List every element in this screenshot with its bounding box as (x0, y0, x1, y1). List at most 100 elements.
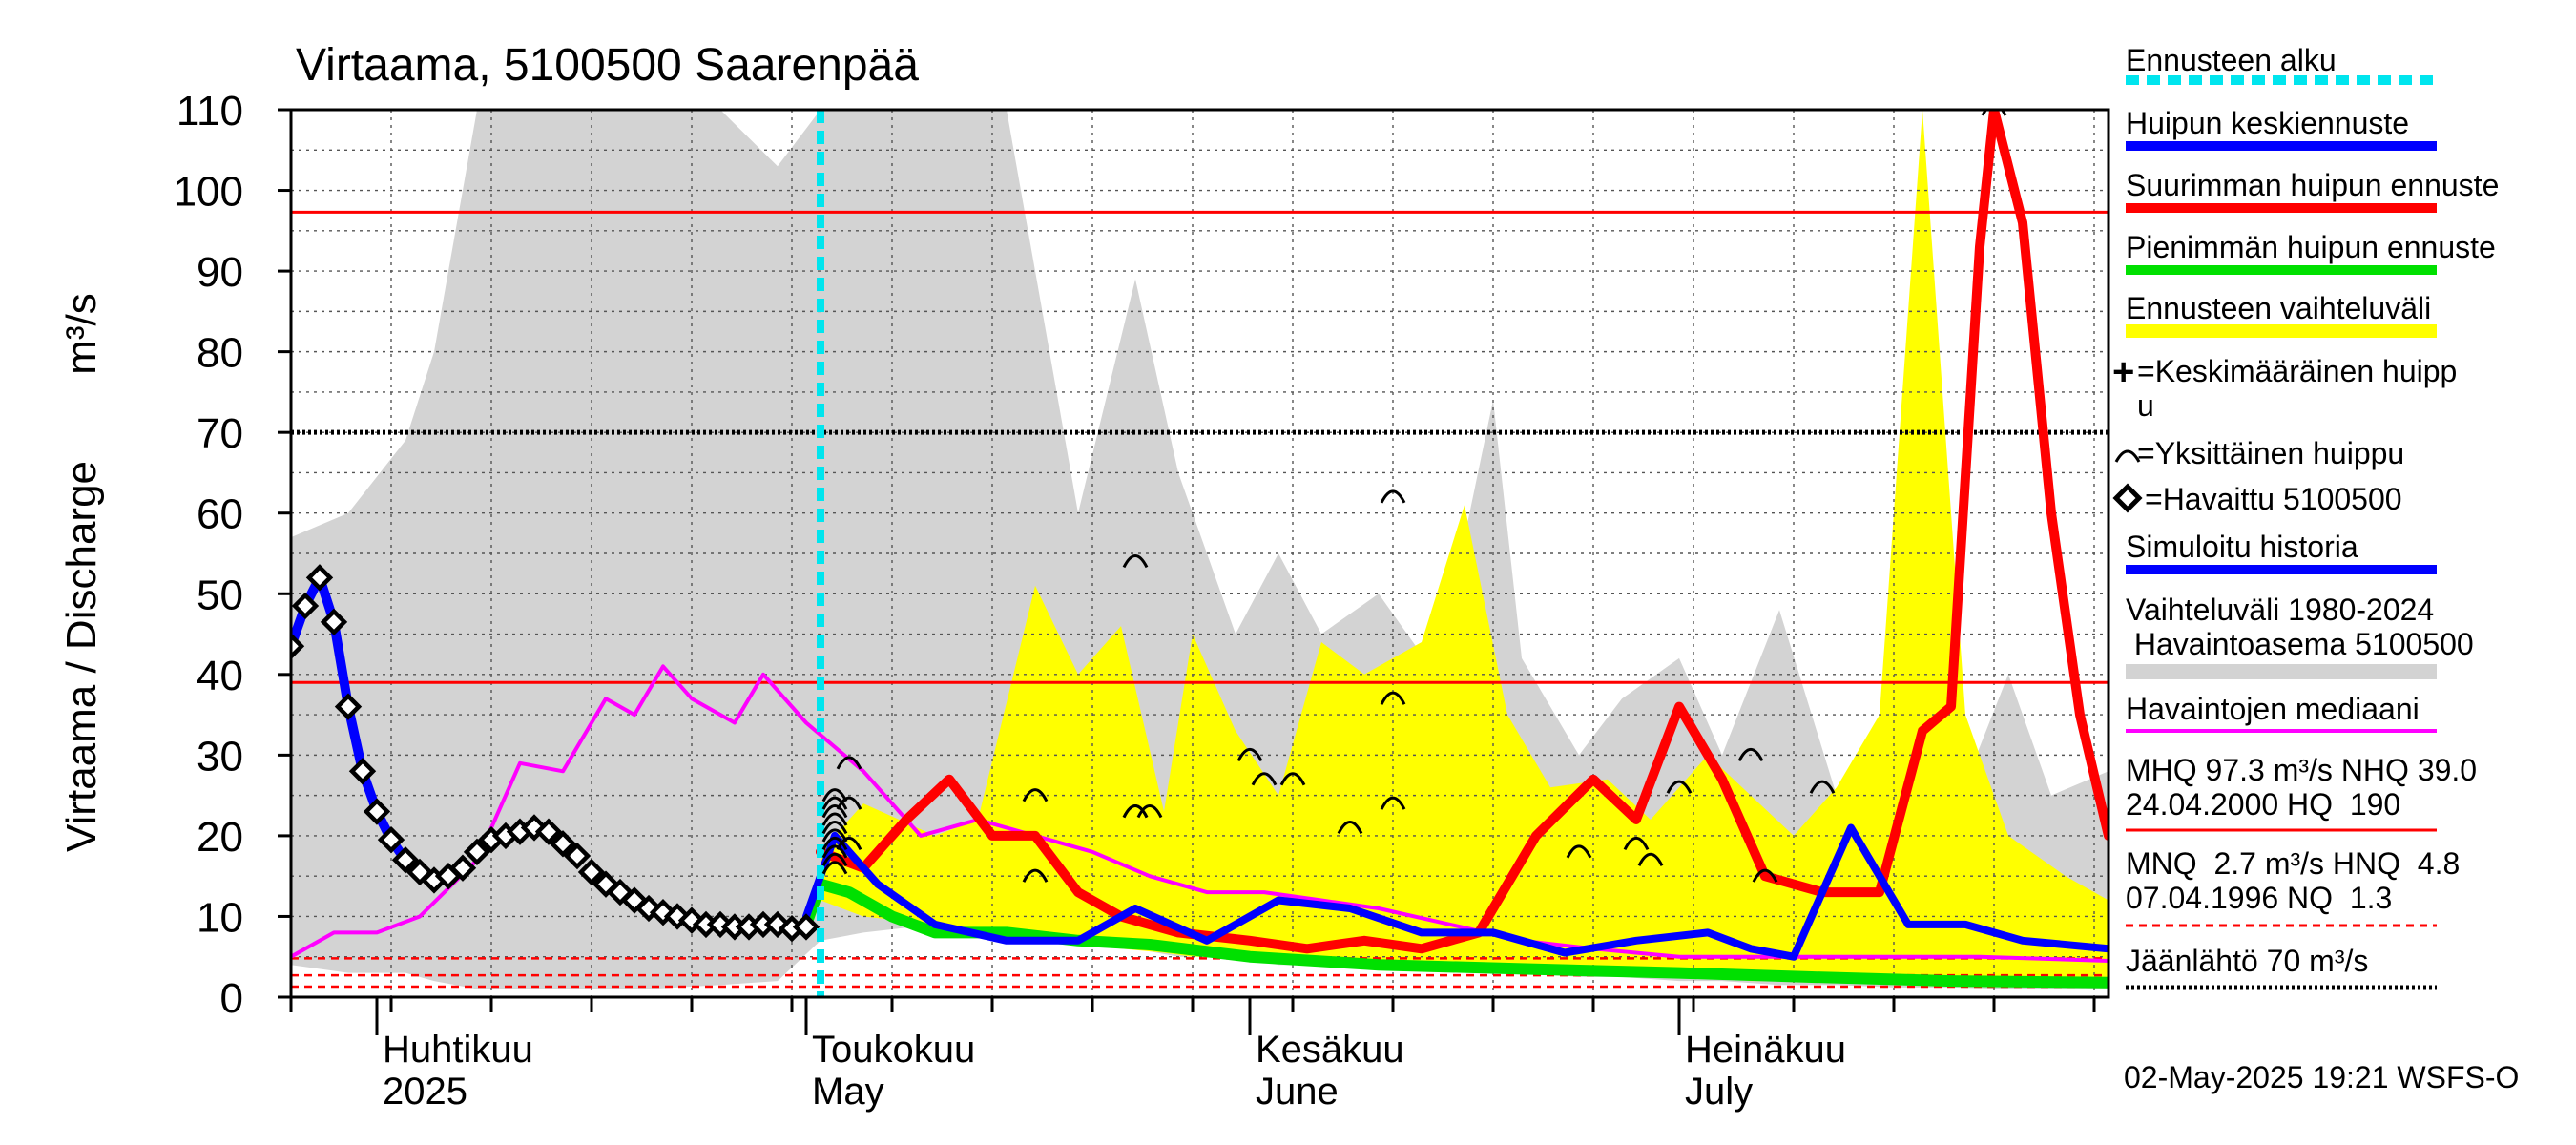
observed-point (606, 878, 634, 906)
y-tick-label: 80 (197, 330, 243, 377)
legend-max-peak: Suurimman huipun ennuste (2126, 168, 2499, 202)
legend-forecast-range-swatch (2126, 324, 2437, 338)
y-tick-label: 60 (197, 491, 243, 538)
individual-peak-marker (821, 836, 848, 851)
observed-point (577, 858, 606, 886)
individual-peak-marker (836, 836, 862, 851)
min-peak-forecast-line (800, 878, 2109, 989)
individual-peak-marker (1122, 804, 1149, 819)
month-label-en: July (1685, 1071, 1753, 1113)
individual-peak-marker (1637, 852, 1664, 866)
forecast-range-band (821, 110, 2109, 986)
chart-title: Virtaama, 5100500 Saarenpää (296, 40, 919, 91)
legend-stats-low-date: 07.04.1996 NQ 1.3 (2126, 881, 2392, 915)
individual-peak-marker (1022, 788, 1049, 802)
observed-point (291, 592, 320, 620)
observed-point (792, 913, 821, 941)
month-label-en: June (1256, 1071, 1339, 1113)
individual-peak-marker (821, 796, 848, 810)
y-tick-label: 100 (174, 169, 243, 216)
legend-range-station: Havaintoasema 5100500 (2126, 627, 2474, 661)
individual-peak-marker (821, 844, 848, 859)
legend-simulated: Simuloitu historia (2126, 530, 2358, 564)
individual-peak-marker (836, 796, 862, 810)
simulated-history-line (291, 572, 425, 882)
legend-min-peak: Pienimmän huipun ennuste (2126, 230, 2496, 264)
observed-point (305, 564, 334, 592)
y-tick-label: 40 (197, 653, 243, 699)
observed-point (377, 825, 405, 854)
individual-peak-marker (821, 804, 848, 819)
legend: Ennusteen alku Huipun keskiennuste Suuri… (2112, 43, 2499, 990)
legend-ice: Jäänlähtö 70 m³/s (2126, 944, 2368, 978)
y-tick-label: 0 (220, 975, 243, 1022)
individual-peak-marker (821, 820, 848, 835)
y-tick-label: 30 (197, 733, 243, 780)
legend-avg-peak: =Keskimääräinen huipp (2137, 354, 2457, 388)
y-tick-label: 10 (197, 894, 243, 941)
individual-peak-marker (1251, 772, 1278, 786)
legend-range-swatch (2126, 664, 2437, 679)
individual-peak-marker (1623, 836, 1650, 851)
max-peak-forecast-line (816, 110, 2109, 954)
individual-peak-marker (836, 756, 862, 770)
individual-peak-marker (1236, 747, 1263, 762)
month-label-fi: Toukokuu (812, 1029, 975, 1071)
individual-peak-marker (1737, 747, 1764, 762)
individual-peak-marker (1981, 110, 2007, 116)
month-label-fi: Kesäkuu (1256, 1029, 1404, 1071)
legend-observed: =Havaittu 5100500 (2145, 482, 2402, 516)
y-tick-label: 110 (177, 88, 243, 135)
individual-peak-marker (1022, 868, 1049, 883)
observed-point (363, 798, 391, 825)
month-label-en: May (812, 1071, 884, 1113)
individual-peak-marker (1380, 489, 1406, 504)
individual-peak-marker (1337, 820, 1363, 835)
individual-peak-marker (1122, 553, 1149, 569)
observed-point (334, 693, 363, 720)
individual-peak-marker (821, 861, 848, 875)
observed-point (520, 814, 549, 842)
plot-frame (289, 108, 2110, 999)
month-label-fi: Huhtikuu (383, 1029, 533, 1071)
y-tick-label: 50 (197, 572, 243, 618)
individual-peak-marker (821, 852, 848, 866)
plot-area (291, 110, 2109, 997)
observed-point (463, 838, 491, 865)
y-axis-unit: m³/s (58, 293, 105, 375)
legend-avg-peak-icon: + (2112, 351, 2134, 393)
observed-point (663, 903, 692, 930)
legend-mean-peak: Huipun keskiennuste (2126, 106, 2409, 140)
observed-point (348, 758, 377, 785)
observed-point (391, 846, 420, 874)
observed-point (405, 858, 434, 886)
individual-peak-marker (1666, 780, 1693, 794)
observed-point (291, 633, 305, 660)
y-tick-label: 20 (197, 814, 243, 861)
individual-peak-marker (1380, 796, 1406, 810)
legend-range: Vaihteluväli 1980-2024 (2126, 593, 2434, 627)
observed-point (549, 830, 577, 858)
legend-forecast-start: Ennusteen alku (2126, 43, 2337, 77)
legend-median: Havaintojen mediaani (2126, 692, 2420, 726)
month-label-fi: Heinäkuu (1685, 1029, 1846, 1071)
individual-peak-marker (1136, 804, 1163, 819)
individual-peak-marker (1279, 772, 1306, 786)
individual-peak-marker (1380, 691, 1406, 705)
individual-peak-marker (1566, 844, 1592, 859)
axes-frame (289, 108, 2110, 999)
observed-point (320, 608, 348, 636)
y-tick-label: 90 (197, 249, 243, 296)
y-axis-label: Virtaama / Discharge (58, 461, 105, 852)
legend-stats-low: MNQ 2.7 m³/s HNQ 4.8 (2126, 846, 2460, 881)
footer-timestamp: 02-May-2025 19:21 WSFS-O (2124, 1060, 2519, 1094)
observed-point (563, 842, 592, 870)
legend-avg-peak-cont: u (2137, 388, 2154, 423)
month-label-en: 2025 (383, 1071, 467, 1113)
observed-point (677, 906, 706, 934)
legend-single-peak-icon (2114, 449, 2141, 463)
observed-point (534, 818, 563, 845)
individual-peak-marker (1752, 868, 1778, 883)
